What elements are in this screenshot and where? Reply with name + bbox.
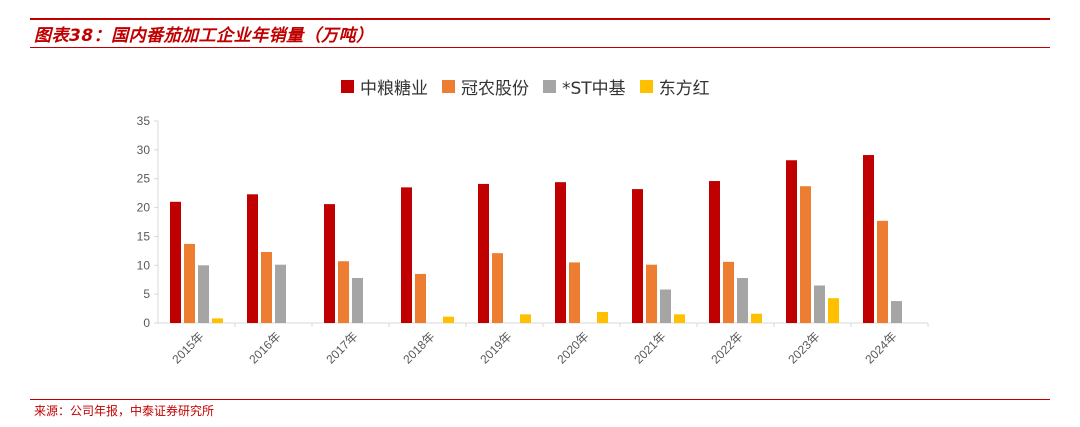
legend-label: 中粮糖业	[360, 79, 428, 99]
bar-冠农股份-2020年	[569, 262, 580, 323]
legend-label: *ST中基	[562, 79, 626, 99]
bar-冠农股份-2019年	[492, 253, 503, 323]
bar-东方红-2021年	[674, 314, 685, 323]
legend-item-series-3: 东方红	[639, 74, 710, 99]
legend: 中粮糖业 冠农股份 *ST中基 东方红	[341, 74, 710, 99]
x-tick-label: 2024年	[862, 329, 899, 366]
bar-中粮糖业-2022年	[709, 181, 720, 323]
x-tick-label: 2017年	[323, 329, 360, 366]
bar-中粮糖业-2019年	[478, 183, 489, 323]
bar-冠农股份-2015年	[184, 243, 195, 323]
bar-*ST中基-2016年	[275, 264, 286, 323]
legend-swatch	[639, 80, 653, 93]
title-divider	[30, 47, 1050, 48]
legend-item-series-1: 冠农股份	[442, 74, 529, 99]
bar-*ST中基-2021年	[660, 289, 671, 323]
y-tick-label: 35	[137, 114, 151, 128]
bar-中粮糖业-2020年	[555, 182, 566, 323]
legend-swatch	[442, 80, 455, 93]
legend-label: 东方红	[658, 79, 710, 99]
bar-东方红-2019年	[520, 314, 531, 323]
bar-*ST中基-2015年	[198, 265, 209, 323]
x-tick-label: 2015年	[169, 329, 206, 366]
y-tick-label: 10	[137, 258, 151, 272]
bar-冠农股份-2016年	[261, 252, 272, 323]
bar-中粮糖业-2023年	[786, 160, 797, 323]
bar-东方红-2018年	[443, 316, 454, 323]
x-tick-label: 2021年	[631, 329, 668, 366]
x-tick-label: 2020年	[554, 329, 591, 366]
x-tick-label: 2022年	[708, 329, 745, 366]
y-tick-label: 5	[143, 287, 150, 301]
bar-*ST中基-2017年	[352, 277, 363, 323]
legend-swatch	[341, 80, 354, 93]
bar-冠农股份-2023年	[800, 186, 811, 323]
bar-东方红-2020年	[597, 312, 608, 323]
bar-*ST中基-2022年	[737, 277, 748, 323]
chart-title: 图表38：国内番茄加工企业年销量（万吨）	[34, 26, 374, 46]
bar-冠农股份-2021年	[646, 264, 657, 323]
bottom-rule	[30, 399, 1050, 400]
legend-swatch	[543, 80, 556, 93]
bar-冠农股份-2017年	[338, 261, 349, 323]
bar-中粮糖业-2024年	[863, 155, 874, 323]
bar-冠农股份-2022年	[723, 261, 734, 323]
x-tick-label: 2018年	[400, 329, 437, 366]
x-tick-label: 2019年	[477, 329, 514, 366]
y-tick-label: 20	[137, 201, 151, 215]
bar-中粮糖业-2021年	[632, 189, 643, 323]
legend-item-series-0: 中粮糖业	[341, 74, 428, 99]
bar-中粮糖业-2015年	[170, 201, 181, 323]
y-tick-label: 30	[137, 143, 151, 157]
x-tick-label: 2023年	[785, 329, 822, 366]
legend-item-series-2: *ST中基	[543, 74, 626, 99]
legend-label: 冠农股份	[461, 79, 529, 99]
bar-冠农股份-2024年	[877, 220, 888, 323]
source-note: 来源：公司年报，中泰证券研究所	[34, 404, 215, 418]
bar-中粮糖业-2017年	[324, 204, 335, 323]
bar-东方红-2022年	[751, 313, 762, 323]
y-tick-label: 15	[137, 229, 151, 243]
x-tick-label: 2016年	[246, 329, 283, 366]
top-rule	[30, 18, 1050, 20]
bar-东方红-2015年	[212, 318, 223, 323]
bar-冠农股份-2018年	[415, 273, 426, 323]
bar-*ST中基-2024年	[891, 301, 902, 323]
bar-中粮糖业-2018年	[401, 187, 412, 323]
y-tick-label: 0	[143, 316, 150, 330]
y-tick-label: 25	[137, 172, 151, 186]
bar-东方红-2023年	[828, 298, 839, 323]
bar-中粮糖业-2016年	[247, 194, 258, 323]
bar-*ST中基-2023年	[814, 285, 825, 323]
